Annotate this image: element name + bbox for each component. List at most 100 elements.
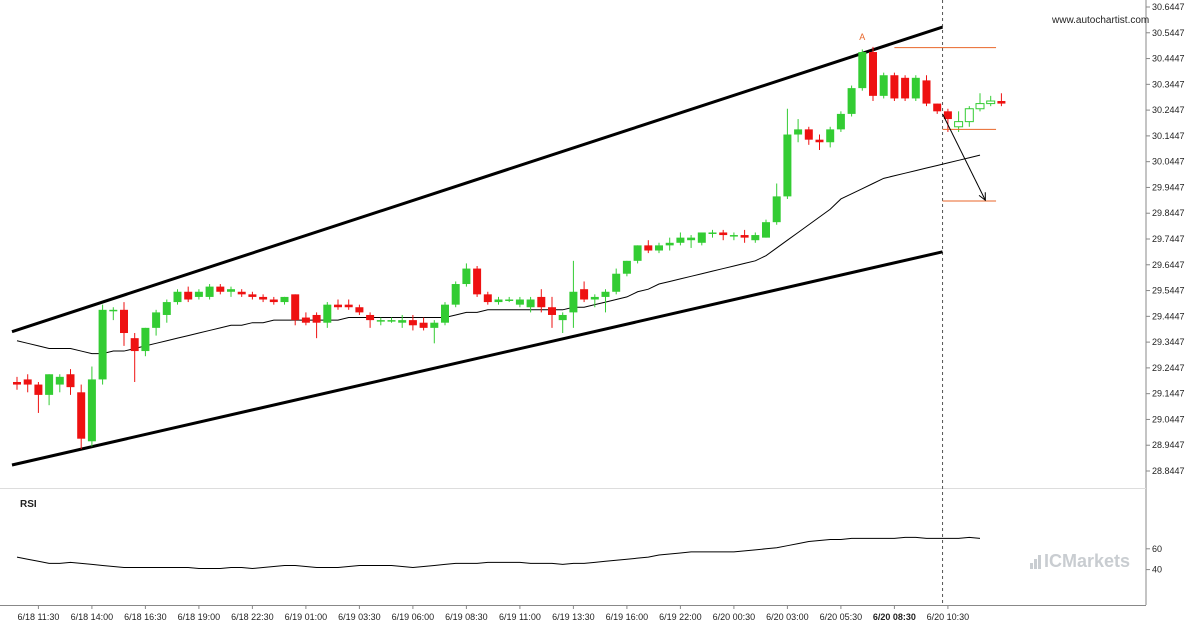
candle-body: [408, 320, 417, 326]
candle-body: [269, 299, 278, 303]
candle: [259, 294, 268, 303]
candle: [836, 111, 845, 132]
candle-body: [334, 304, 342, 308]
candle: [655, 242, 663, 254]
candle: [526, 296, 535, 313]
candle-body: [986, 100, 996, 105]
candle-body: [13, 381, 21, 385]
candles: [13, 46, 1006, 450]
candle: [387, 317, 396, 323]
candle: [173, 289, 182, 305]
price-tick-label: 30.5447: [1152, 28, 1185, 38]
candle: [237, 289, 246, 297]
forecast-arrowhead: [978, 192, 986, 202]
candle-body: [762, 222, 770, 238]
candle: [676, 232, 685, 246]
candle-body: [280, 296, 289, 303]
price-tick-label: 30.2447: [1152, 105, 1185, 115]
candle-body: [483, 294, 492, 303]
candle-body: [451, 284, 460, 305]
candle-body: [537, 296, 546, 308]
candle-body: [259, 296, 268, 300]
plot-frame: [0, 0, 1147, 606]
candle-body: [205, 286, 214, 297]
candle: [804, 126, 813, 145]
candle-body: [109, 309, 118, 312]
candle-body: [194, 291, 203, 297]
candle-body: [291, 294, 300, 321]
time-axis: 6/18 11:30 6/18 14:00 6/18 16:30 6/18 19:00…: [17, 605, 969, 622]
candle: [601, 289, 610, 313]
candle-body: [601, 291, 610, 297]
candle: [248, 291, 257, 300]
candle: [719, 229, 728, 241]
candle: [398, 314, 407, 328]
candle-body: [997, 101, 1006, 104]
candle-body: [815, 139, 824, 143]
price-tick-label: 30.4447: [1152, 54, 1185, 64]
candle-body: [719, 232, 728, 236]
candle-body: [580, 289, 589, 300]
candle: [23, 374, 32, 393]
candle-body: [901, 77, 910, 99]
price-tick-label: 28.9447: [1152, 440, 1185, 450]
candle-body: [130, 338, 139, 352]
price-tick-label: 29.5447: [1152, 286, 1185, 296]
moving-average: [16, 154, 981, 355]
candle-body: [697, 232, 706, 243]
candle-body: [494, 299, 503, 303]
candle-body: [23, 379, 32, 385]
candle-body: [804, 129, 813, 140]
time-tick-label: 6/19 03:30: [338, 612, 381, 622]
candle-body: [376, 320, 385, 322]
candle-body: [826, 129, 835, 143]
candle-body: [708, 232, 717, 234]
forecast-overlay: A: [859, 32, 997, 202]
candle: [922, 75, 931, 107]
candle: [152, 309, 161, 336]
candle-body: [98, 309, 107, 380]
candle: [687, 235, 696, 248]
price-tick-label: 29.2447: [1152, 363, 1185, 373]
candle: [98, 304, 107, 385]
candle-body: [687, 237, 696, 241]
time-tick-label: 6/19 16:00: [606, 612, 649, 622]
candle-body: [676, 237, 685, 243]
candle-body: [975, 103, 985, 110]
candle-body: [858, 52, 867, 89]
candle: [665, 237, 674, 251]
candle-body: [890, 75, 899, 99]
candle: [708, 229, 717, 238]
time-tick-label: 6/19 08:30: [445, 612, 488, 622]
candle: [462, 263, 471, 287]
candle-body: [836, 113, 845, 130]
candle: [291, 294, 300, 326]
candle-body: [911, 77, 920, 99]
candle-body: [87, 379, 96, 442]
candle: [580, 281, 589, 303]
candle-body: [55, 376, 64, 385]
candle: [184, 286, 193, 303]
time-tick-label: 6/18 22:30: [231, 612, 274, 622]
candle: [301, 312, 310, 326]
candle-body: [933, 103, 942, 112]
candle: [858, 49, 867, 91]
candle: [815, 134, 824, 150]
bars-icon: [1030, 554, 1041, 569]
candle: [55, 374, 64, 393]
candle-body: [644, 245, 653, 251]
watermark-url: www.autochartist.com: [1052, 15, 1150, 26]
candle-body: [740, 235, 749, 238]
candle-body: [248, 294, 257, 297]
candle: [430, 320, 439, 344]
time-tick-label: 6/20 00:30: [713, 612, 756, 622]
candle-body: [152, 312, 161, 328]
price-tick-label: 30.6447: [1152, 2, 1185, 12]
candle: [376, 317, 385, 326]
candle: [515, 296, 524, 308]
candle: [483, 291, 492, 305]
candle: [451, 281, 460, 308]
candle-body: [729, 235, 738, 237]
candle: [120, 302, 128, 346]
price-tick-label: 30.0447: [1152, 157, 1185, 167]
